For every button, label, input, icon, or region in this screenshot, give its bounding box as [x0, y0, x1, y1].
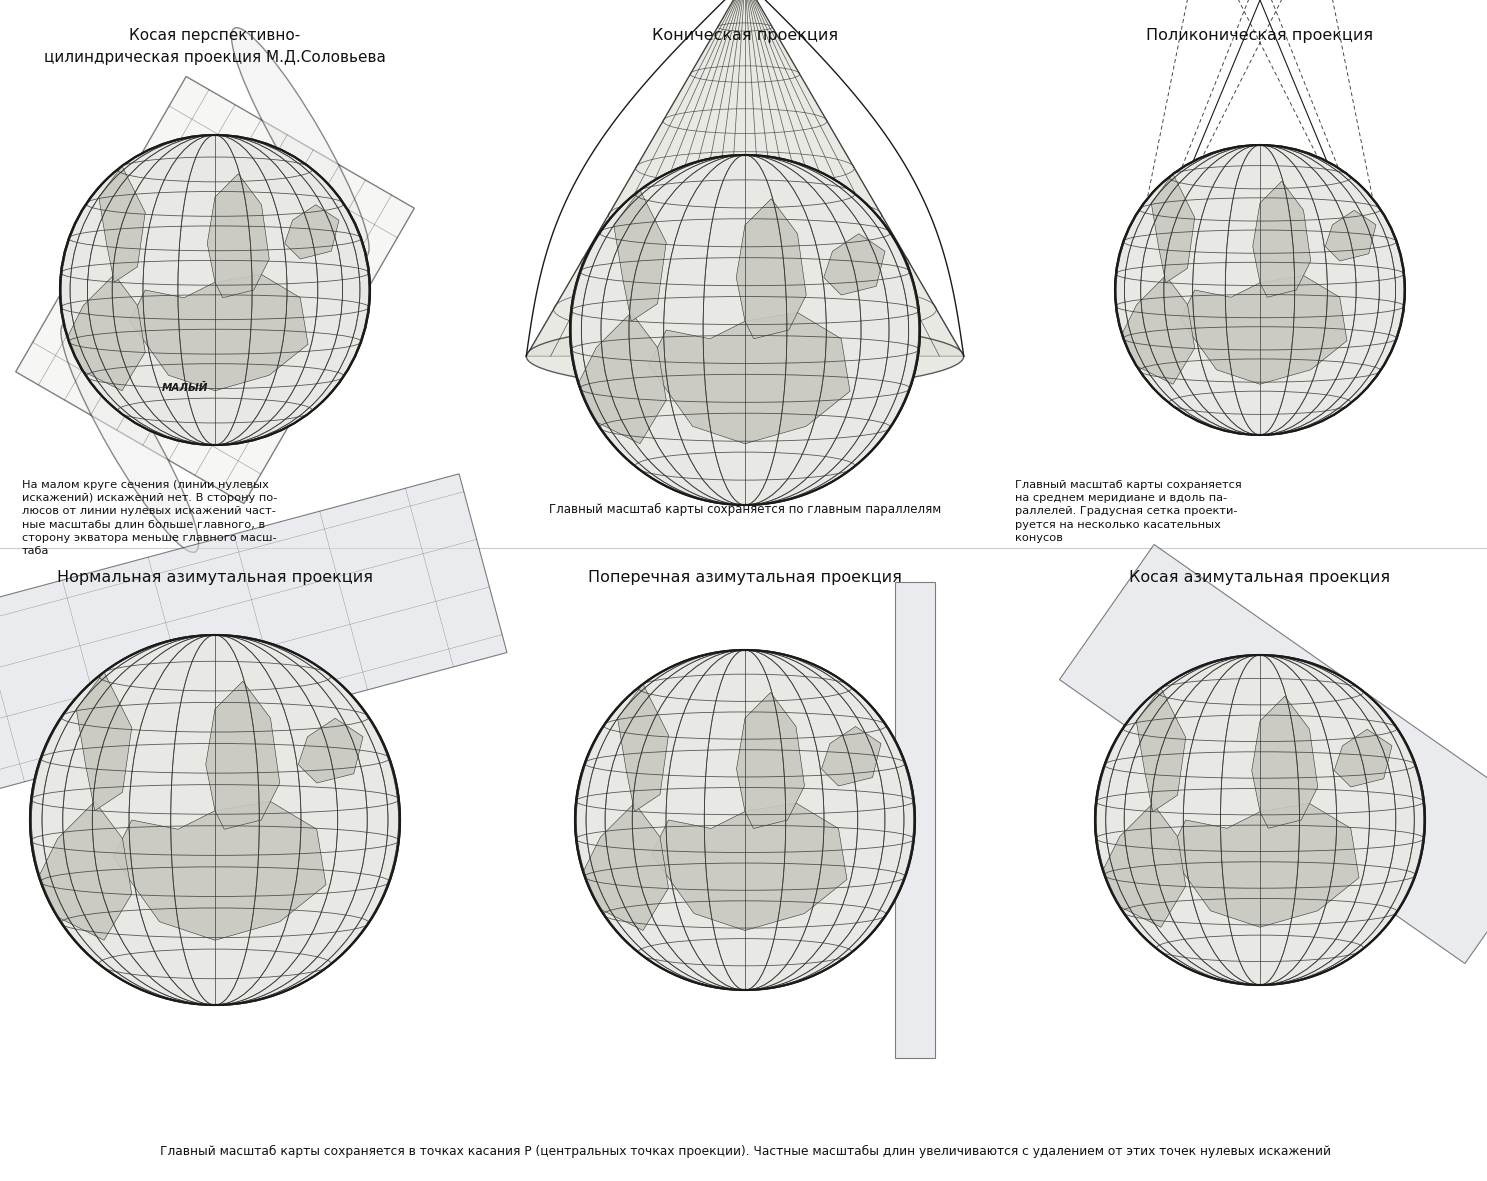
Text: Коническая проекция: Коническая проекция [651, 28, 839, 43]
Text: Поперечная азимутальная проекция: Поперечная азимутальная проекция [587, 570, 903, 585]
Polygon shape [1123, 275, 1194, 384]
Polygon shape [39, 802, 132, 940]
Polygon shape [0, 474, 507, 796]
Polygon shape [1252, 697, 1317, 828]
Text: Косая азимутальная проекция: Косая азимутальная проекция [1130, 570, 1390, 585]
Ellipse shape [59, 135, 370, 445]
Polygon shape [1059, 544, 1487, 964]
Polygon shape [205, 681, 280, 829]
Polygon shape [98, 167, 146, 282]
Polygon shape [1151, 174, 1194, 282]
Text: Главный масштаб карты сохраняется по главным параллелям: Главный масштаб карты сохраняется по гла… [549, 503, 941, 516]
Polygon shape [207, 174, 269, 298]
Polygon shape [895, 582, 935, 1058]
Text: МАЛЫЙ: МАЛЫЙ [162, 383, 208, 393]
Polygon shape [617, 684, 669, 811]
Ellipse shape [575, 650, 915, 990]
Ellipse shape [526, 324, 964, 389]
Polygon shape [1334, 729, 1392, 787]
Polygon shape [736, 198, 806, 339]
Polygon shape [299, 718, 363, 783]
Text: Нормальная азимутальная проекция: Нормальная азимутальная проекция [57, 570, 373, 585]
Polygon shape [648, 313, 851, 444]
Polygon shape [651, 803, 848, 931]
Text: Поликоническая проекция: Поликоническая проекция [1146, 28, 1374, 43]
Polygon shape [76, 672, 132, 810]
Ellipse shape [1094, 655, 1425, 985]
Polygon shape [614, 190, 666, 321]
Ellipse shape [232, 27, 369, 257]
Polygon shape [129, 274, 308, 391]
Polygon shape [1136, 689, 1185, 811]
Ellipse shape [1115, 145, 1405, 435]
Polygon shape [578, 313, 666, 444]
Text: Главный масштаб карты сохраняется
на среднем меридиане и вдоль па-
раллелей. Гра: Главный масштаб карты сохраняется на сре… [1016, 479, 1242, 543]
Polygon shape [1181, 275, 1347, 384]
Polygon shape [736, 692, 804, 829]
Polygon shape [113, 802, 326, 940]
Ellipse shape [30, 635, 400, 1005]
Ellipse shape [61, 322, 199, 553]
Polygon shape [1325, 210, 1375, 261]
Polygon shape [1252, 181, 1310, 298]
Polygon shape [16, 77, 415, 503]
Text: Главный масштаб карты сохраняется в точках касания Р (центральных точках проекци: Главный масштаб карты сохраняется в точк… [159, 1146, 1331, 1159]
Polygon shape [583, 803, 669, 931]
Polygon shape [821, 726, 880, 787]
Polygon shape [824, 234, 885, 295]
Text: Косая перспективно-: Косая перспективно- [129, 28, 300, 43]
Polygon shape [68, 274, 146, 391]
Text: На малом круге сечения (линии нулевых
искажений) искажений нет. В сторону по-
лю: На малом круге сечения (линии нулевых ис… [22, 479, 278, 556]
Ellipse shape [570, 155, 920, 505]
Text: цилиндрическая проекция М.Д.Соловьева: цилиндрическая проекция М.Д.Соловьева [45, 50, 387, 65]
Polygon shape [1169, 803, 1359, 927]
Polygon shape [284, 204, 339, 259]
Polygon shape [1103, 803, 1185, 927]
Polygon shape [526, 0, 964, 357]
